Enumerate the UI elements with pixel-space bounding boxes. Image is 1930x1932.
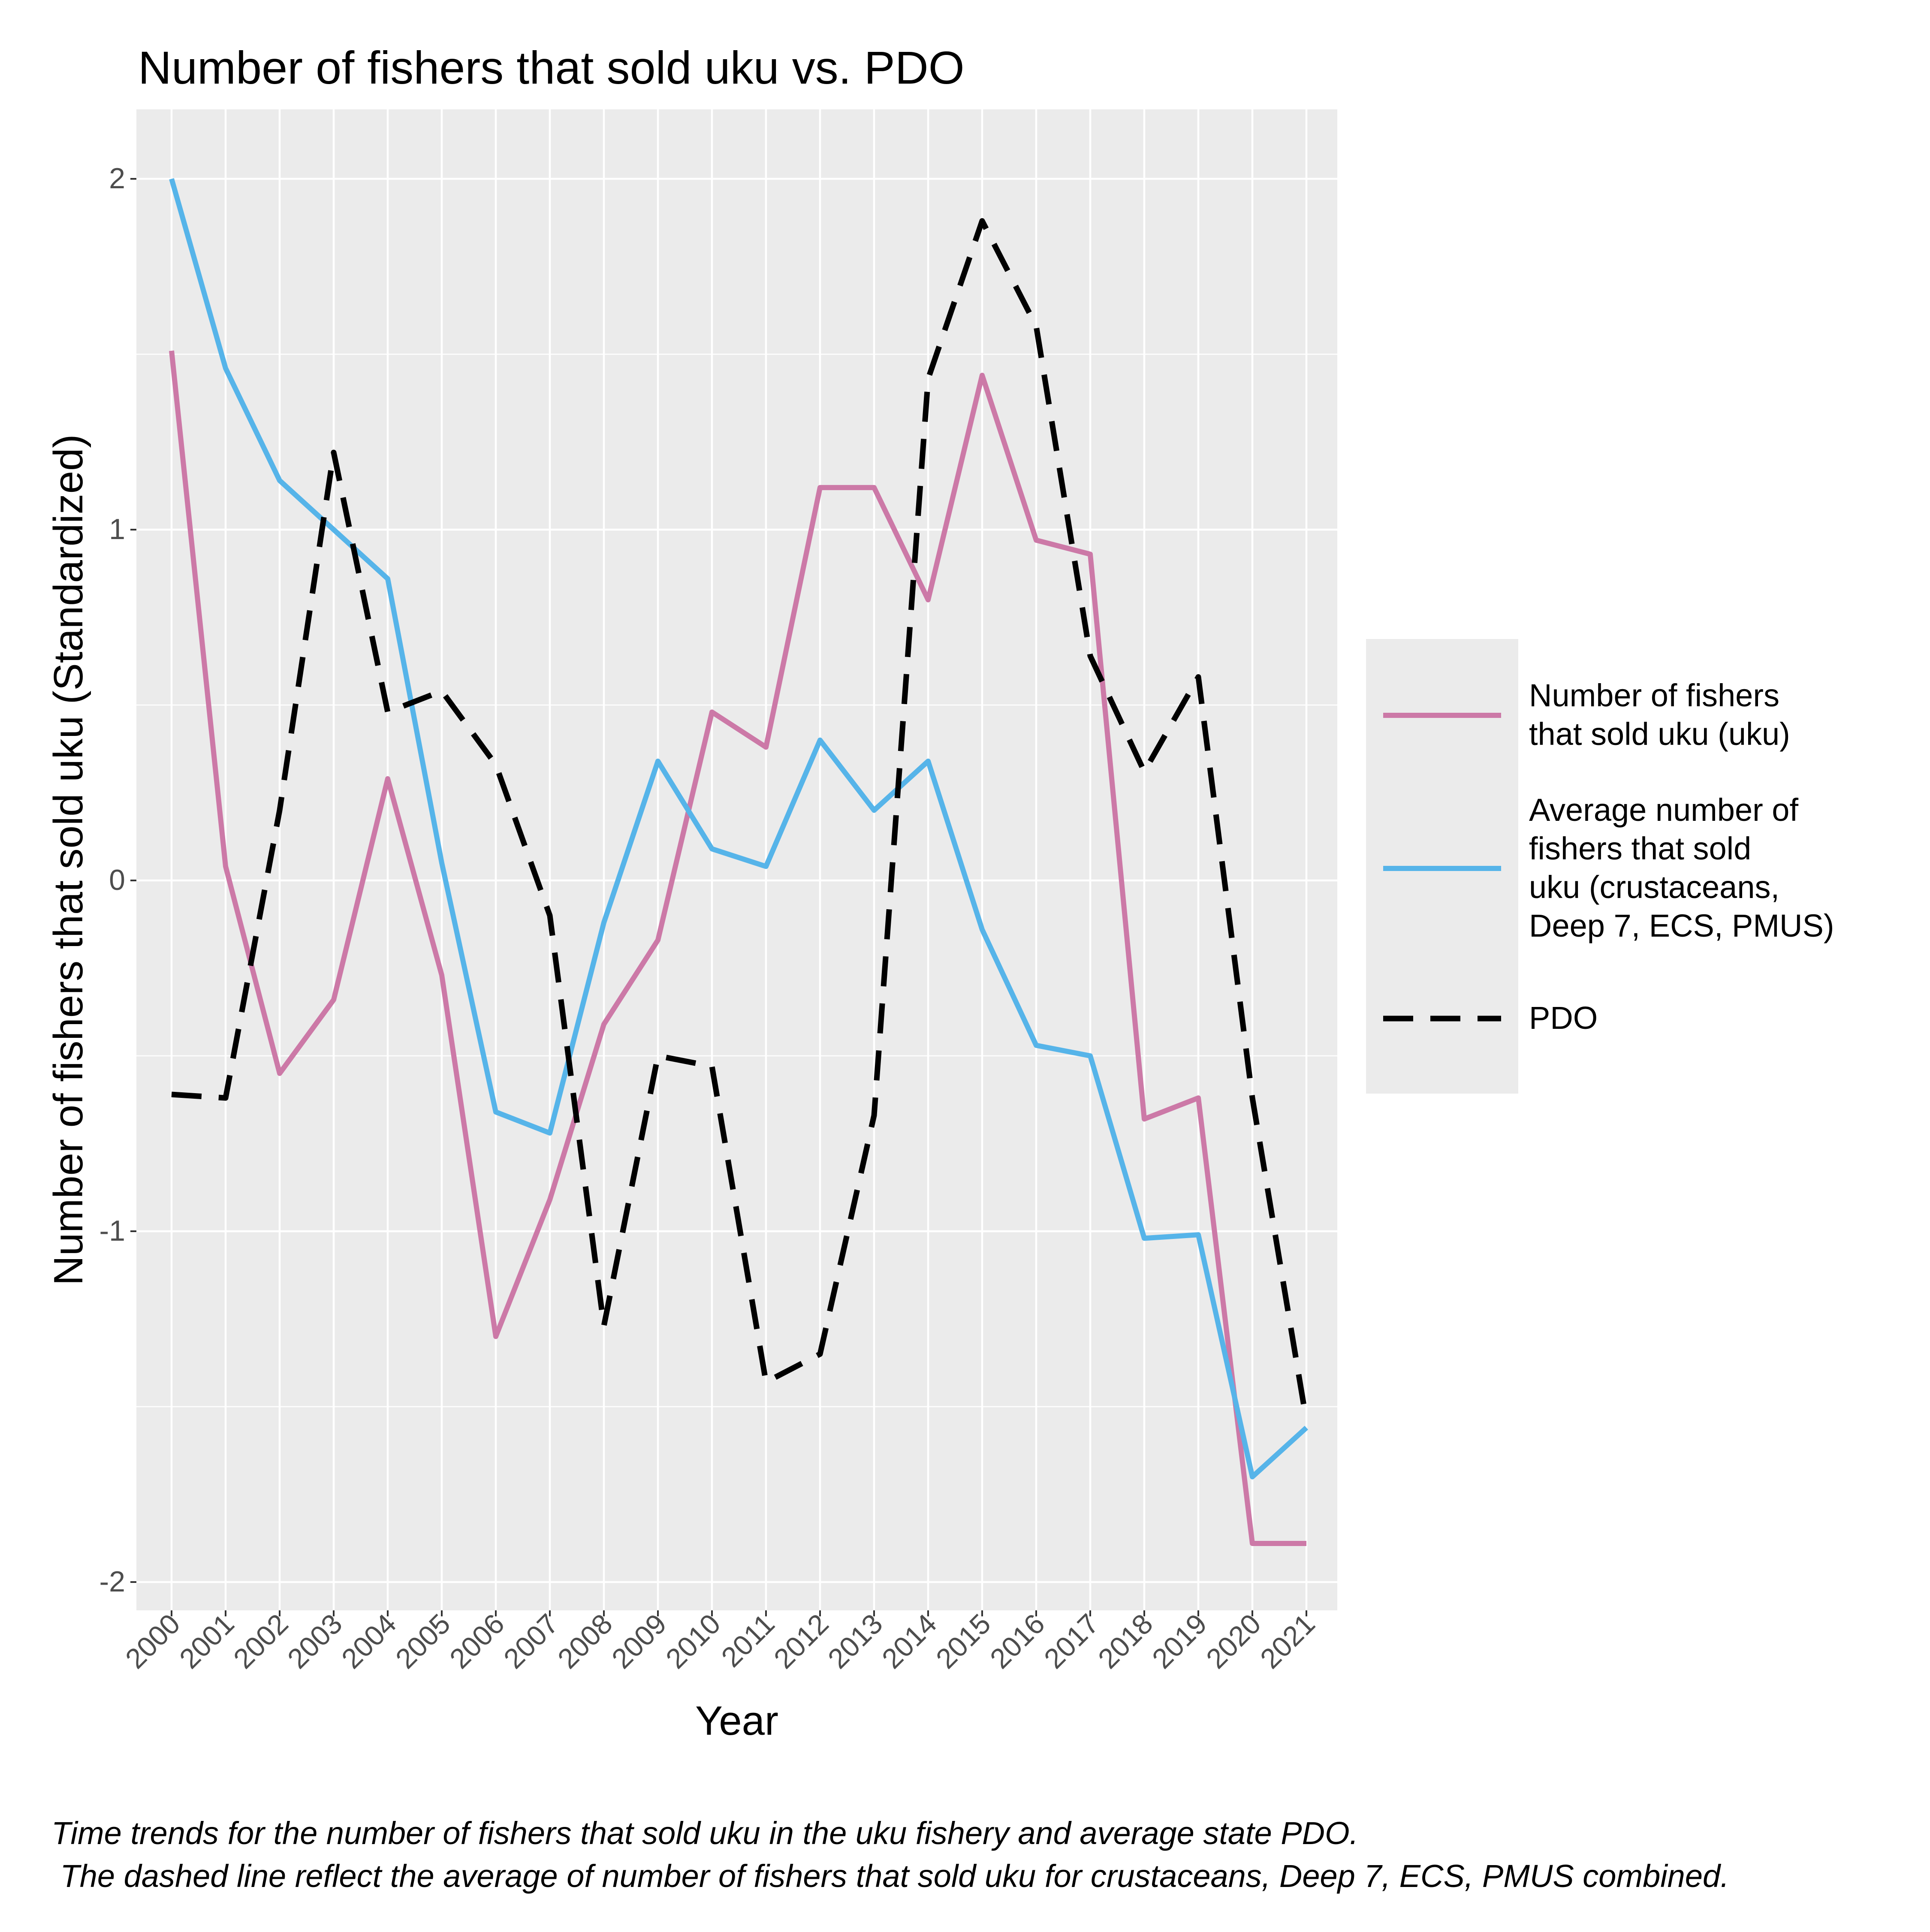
y-tick-label: 1 — [109, 513, 125, 546]
legend-label-3: PDO — [1529, 1000, 1598, 1036]
series-line-3 — [171, 218, 1309, 1421]
x-axis-label: Year — [695, 1698, 778, 1744]
series-line-1 — [169, 350, 1306, 1546]
y-axis-label: Number of fishers that sold uku (Standar… — [45, 434, 91, 1286]
y-axis: -2 -1 0 1 2 — [100, 162, 136, 1598]
legend-label-1: Number of fishers that sold uku (uku) — [1529, 678, 1790, 752]
y-tick-label: -2 — [100, 1565, 125, 1598]
plot-panel — [136, 109, 1337, 1610]
caption: Time trends for the number of fishers th… — [51, 1815, 1729, 1894]
series-line-2 — [169, 178, 1309, 1480]
caption-line-1: Time trends for the number of fishers th… — [51, 1815, 1358, 1851]
y-tick-label: 2 — [109, 162, 125, 195]
y-tick-label: -1 — [100, 1215, 125, 1247]
caption-line-2: The dashed line reflect the average of n… — [51, 1858, 1729, 1894]
legend-label-2: Average number of fishers that sold uku (c… — [1529, 792, 1834, 943]
legend: Number of fishers that sold uku (uku) Aver… — [1383, 678, 1834, 1036]
chart-title: Number of fishers that sold uku vs. PDO — [138, 42, 965, 93]
series-layer — [169, 178, 1309, 1546]
grid-minor — [136, 353, 1337, 1408]
y-tick-label: 0 — [109, 864, 125, 896]
